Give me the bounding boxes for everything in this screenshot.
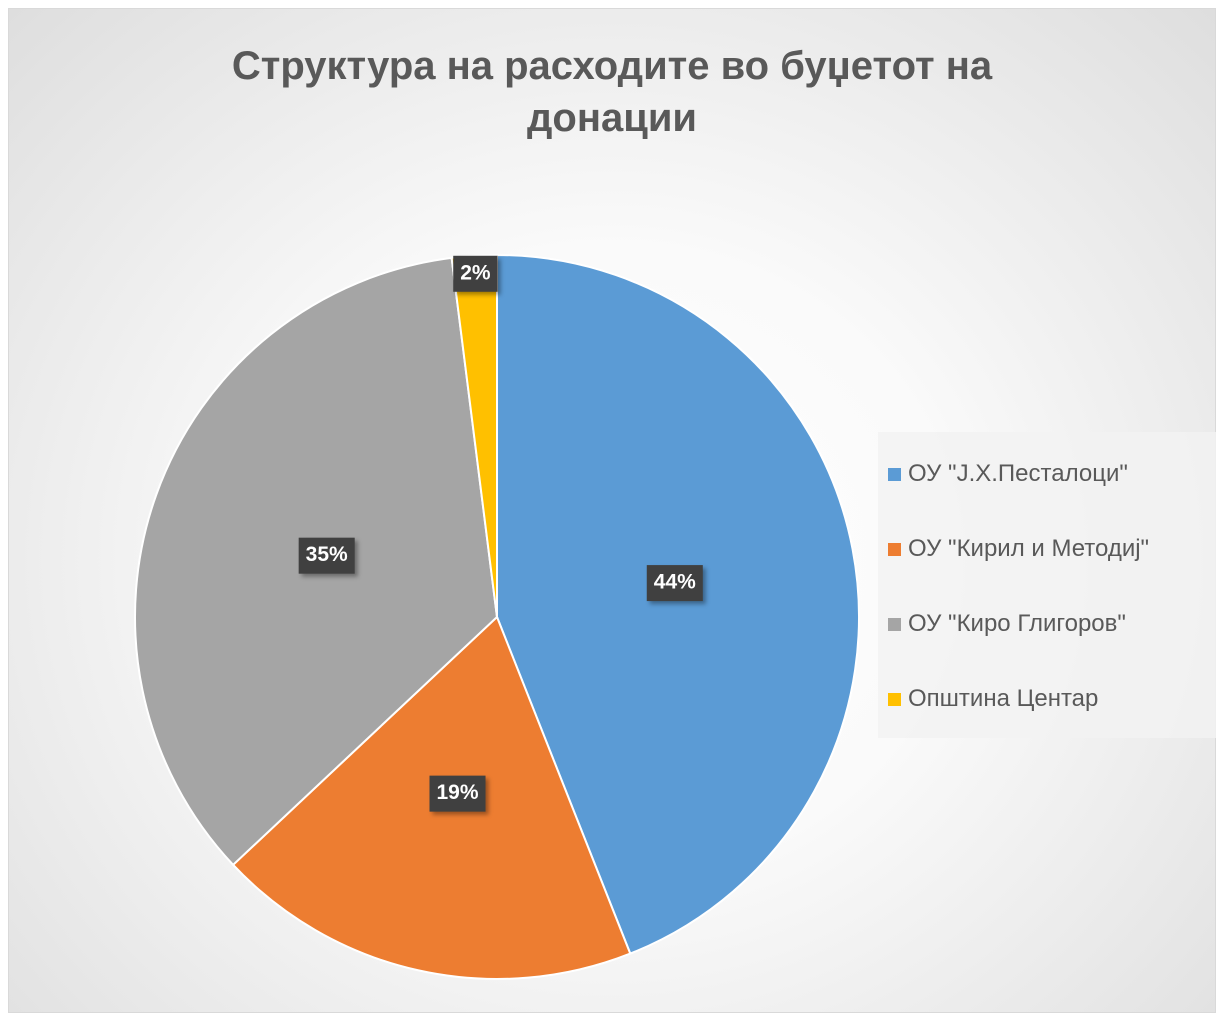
legend-swatch [888,467,901,481]
pie-slice [450,253,498,618]
chart-title: Структура на расходите во буџетот на дон… [231,44,993,140]
data-label-text: 35% [306,543,348,566]
legend-label: Општина Центар [908,685,1099,712]
legend-entry: Општина Центар [888,684,1098,714]
data-label-box [298,537,355,574]
legend: ОУ "Ј.Х.Песталоци" ОУ "Кирил и Методиј" ОУ… [878,432,1216,738]
legend-label: ОУ "Киро Глигоров" [908,610,1126,637]
data-label: 44% [646,565,703,602]
data-label-text: 44% [654,571,696,594]
data-label-box [453,255,498,292]
legend-entry: ОУ "Ј.Х.Песталоци" [888,459,1128,489]
legend-swatch [888,617,901,631]
data-label: 35% [298,537,355,574]
legend-label: ОУ "Кирил и Методиј" [908,535,1150,562]
legend-swatch [888,692,901,706]
data-label-text: 2% [460,261,491,284]
data-label-box [429,775,486,812]
pie-slice [496,253,860,955]
legend-swatch [888,542,901,556]
data-label: 2% [453,255,498,292]
legend-entry: ОУ "Кирил и Методиј" [888,534,1149,564]
legend-label: ОУ "Ј.Х.Песталоци" [908,460,1128,487]
data-label: 19% [429,775,486,812]
data-label-box [646,565,703,602]
legend-entry: ОУ "Киро Глигоров" [888,609,1126,639]
data-label-text: 19% [437,781,479,804]
